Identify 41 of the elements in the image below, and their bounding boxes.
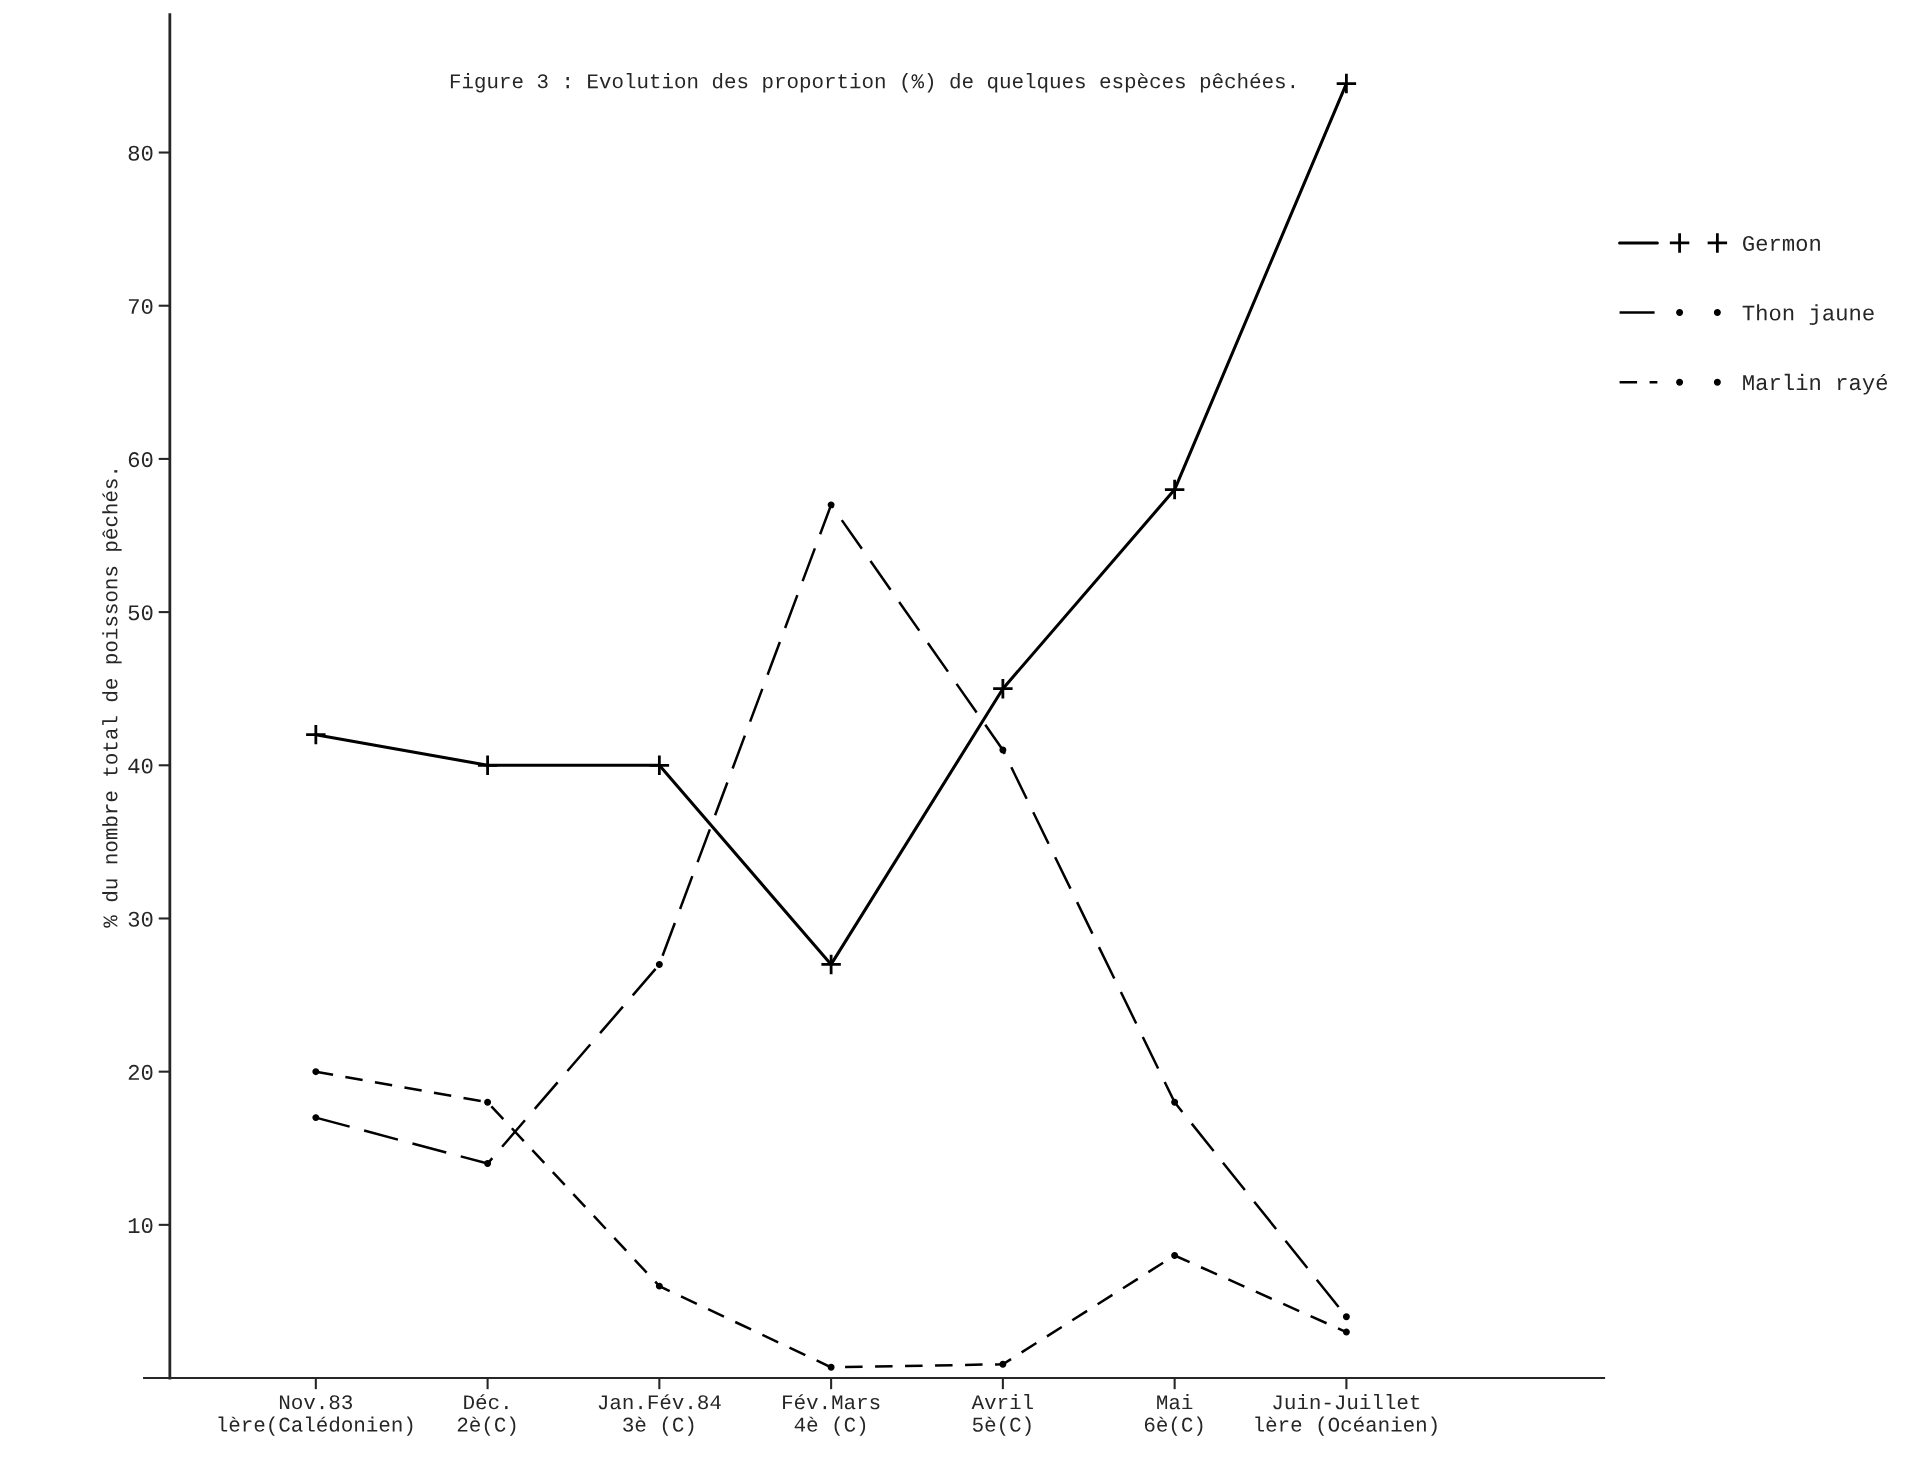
point <box>827 501 835 509</box>
x-tick-label: Déc. 2è(C) <box>457 1394 516 1436</box>
legend-label: Germon <box>1743 235 1820 251</box>
y-tick-label: 80 <box>128 145 153 161</box>
x-tick-label: Fév.Mars 4è (C) <box>783 1394 880 1436</box>
x-tick-label: Jan.Fév.84 3è (C) <box>598 1394 721 1436</box>
point <box>1163 478 1186 501</box>
point <box>1342 1328 1350 1336</box>
point <box>476 754 499 777</box>
y-tick-label: 60 <box>128 452 153 468</box>
point <box>827 1363 835 1371</box>
y-tick-label: 40 <box>128 758 153 774</box>
y-tick-label: 70 <box>128 298 153 314</box>
legend-label: Marlin rayé <box>1743 373 1888 395</box>
y-axis-title: % du nombre total de poissons pêchés. <box>102 470 122 928</box>
point <box>484 1098 492 1106</box>
point <box>312 1068 320 1076</box>
point <box>648 754 671 777</box>
point <box>1171 1252 1179 1259</box>
x-tick-label: Avril 5è(C) <box>971 1394 1033 1436</box>
point <box>655 1282 663 1290</box>
x-tick-label: Nov.83 lère(Calédonien) <box>218 1395 413 1436</box>
point <box>1335 72 1358 95</box>
point <box>304 723 327 746</box>
point <box>1171 1098 1179 1106</box>
y-tick-label: 50 <box>128 605 153 621</box>
point <box>1342 1313 1350 1321</box>
legend-label: Thon jaune <box>1742 304 1874 325</box>
x-tick-label: Juin-Juillet lère (Océanien) <box>1255 1394 1437 1436</box>
point <box>312 1114 320 1122</box>
point <box>999 746 1007 754</box>
text: Figure 3 : Evolution des proportion (%) de quelques espèces pêchées. <box>450 73 1295 93</box>
point <box>820 953 843 976</box>
point <box>991 677 1014 700</box>
y-tick-label: 30 <box>128 911 153 927</box>
point <box>999 1360 1007 1368</box>
y-tick-label: 20 <box>128 1064 153 1080</box>
x-tick-label: Mai 6è(C) <box>1144 1394 1203 1436</box>
y-tick-label: 10 <box>128 1218 153 1234</box>
point <box>484 1160 492 1168</box>
point <box>655 960 663 968</box>
